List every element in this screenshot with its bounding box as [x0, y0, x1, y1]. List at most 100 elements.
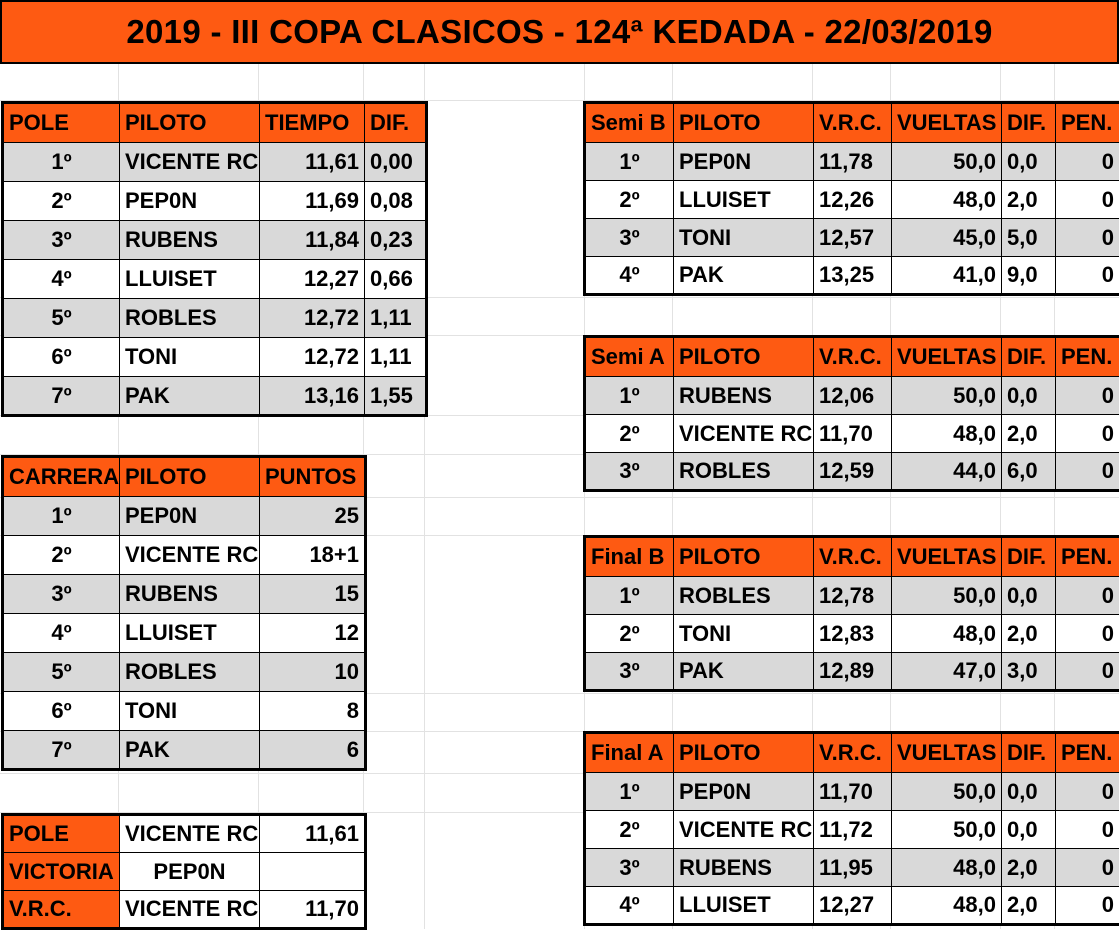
table-cell: 12,72: [260, 338, 365, 377]
vrc-label: V.R.C.: [3, 891, 120, 929]
table-cell: 48,0: [892, 887, 1002, 925]
header-cell: PILOTO: [120, 103, 260, 143]
summary-row-victoria: VICTORIA PEP0N: [3, 853, 366, 891]
table-cell: 13,25: [814, 257, 892, 295]
table-cell: 11,69: [260, 182, 365, 221]
table-cell: 4º: [3, 614, 120, 653]
table-cell: 0,08: [365, 182, 427, 221]
table-cell: 11,70: [814, 773, 892, 811]
table-cell: 6º: [3, 338, 120, 377]
table-cell: 1,55: [365, 377, 427, 416]
table-cell: TONI: [120, 692, 260, 731]
table-header-row: CARRERA PILOTO PUNTOS: [3, 457, 366, 497]
table-cell: 0: [1056, 181, 1119, 219]
summary-table: POLE VICENTE RC 11,61 VICTORIA PEP0N V.R…: [1, 813, 367, 930]
table-cell: LLUISET: [674, 887, 814, 925]
table-cell: 11,95: [814, 849, 892, 887]
table-cell: 11,78: [814, 143, 892, 181]
table-cell: TONI: [674, 219, 814, 257]
victoria-label: VICTORIA: [3, 853, 120, 891]
header-cell: PEN.: [1056, 337, 1119, 377]
table-cell: 0: [1056, 653, 1119, 691]
table-cell: PAK: [674, 653, 814, 691]
page-title: 2019 - III COPA CLASICOS - 124ª KEDADA -…: [0, 0, 1119, 64]
table-header-row: POLE PILOTO TIEMPO DIF.: [3, 103, 427, 143]
table-cell: 5º: [3, 653, 120, 692]
table-cell: 4º: [3, 260, 120, 299]
pole-label: POLE: [3, 815, 120, 853]
table-cell: 4º: [585, 257, 674, 295]
header-cell: DIF.: [365, 103, 427, 143]
table-cell: 48,0: [892, 181, 1002, 219]
table-cell: ROBLES: [674, 577, 814, 615]
header-cell: PILOTO: [674, 337, 814, 377]
table-cell: 2º: [585, 415, 674, 453]
table-cell: 0: [1056, 615, 1119, 653]
table-cell: VICENTE RC: [120, 143, 260, 182]
table-cell: 0: [1056, 219, 1119, 257]
header-cell: V.R.C.: [814, 103, 892, 143]
table-cell: 3º: [585, 453, 674, 491]
header-cell: PEN.: [1056, 733, 1119, 773]
header-cell: VUELTAS: [892, 537, 1002, 577]
header-cell: V.R.C.: [814, 537, 892, 577]
table-cell: 41,0: [892, 257, 1002, 295]
table-cell: PEP0N: [120, 182, 260, 221]
table-cell: 45,0: [892, 219, 1002, 257]
table-cell: 7º: [3, 731, 120, 770]
table-cell: 1º: [3, 143, 120, 182]
table-cell: 1º: [585, 143, 674, 181]
table-cell: 18+1: [260, 536, 366, 575]
table-cell: 0,0: [1002, 773, 1056, 811]
header-cell: PEN.: [1056, 103, 1119, 143]
table-cell: 0,0: [1002, 377, 1056, 415]
table-cell: RUBENS: [120, 575, 260, 614]
table-cell: 13,16: [260, 377, 365, 416]
table-cell: RUBENS: [120, 221, 260, 260]
table-cell: 2,0: [1002, 849, 1056, 887]
table-cell: 6: [260, 731, 366, 770]
table-cell: 3º: [3, 575, 120, 614]
table-cell: 47,0: [892, 653, 1002, 691]
header-cell: Final A: [585, 733, 674, 773]
header-cell: VUELTAS: [892, 103, 1002, 143]
table-cell: 9,0: [1002, 257, 1056, 295]
table-cell: 1,11: [365, 338, 427, 377]
table-cell: 12: [260, 614, 366, 653]
header-cell: POLE: [3, 103, 120, 143]
table-cell: 4º: [585, 887, 674, 925]
table-cell: 12,83: [814, 615, 892, 653]
table-cell: 5,0: [1002, 219, 1056, 257]
table-cell: 1º: [3, 497, 120, 536]
table-cell: 50,0: [892, 811, 1002, 849]
table-cell: 3º: [585, 849, 674, 887]
table-cell: 50,0: [892, 773, 1002, 811]
table-cell: 2,0: [1002, 615, 1056, 653]
table-cell: 2º: [585, 811, 674, 849]
header-cell: DIF.: [1002, 103, 1056, 143]
table-cell: 3,0: [1002, 653, 1056, 691]
header-cell: TIEMPO: [260, 103, 365, 143]
table-cell: 50,0: [892, 377, 1002, 415]
table-cell: 5º: [3, 299, 120, 338]
table-cell: 0,00: [365, 143, 427, 182]
table-cell: VICENTE RC: [674, 415, 814, 453]
header-cell: PILOTO: [674, 103, 814, 143]
